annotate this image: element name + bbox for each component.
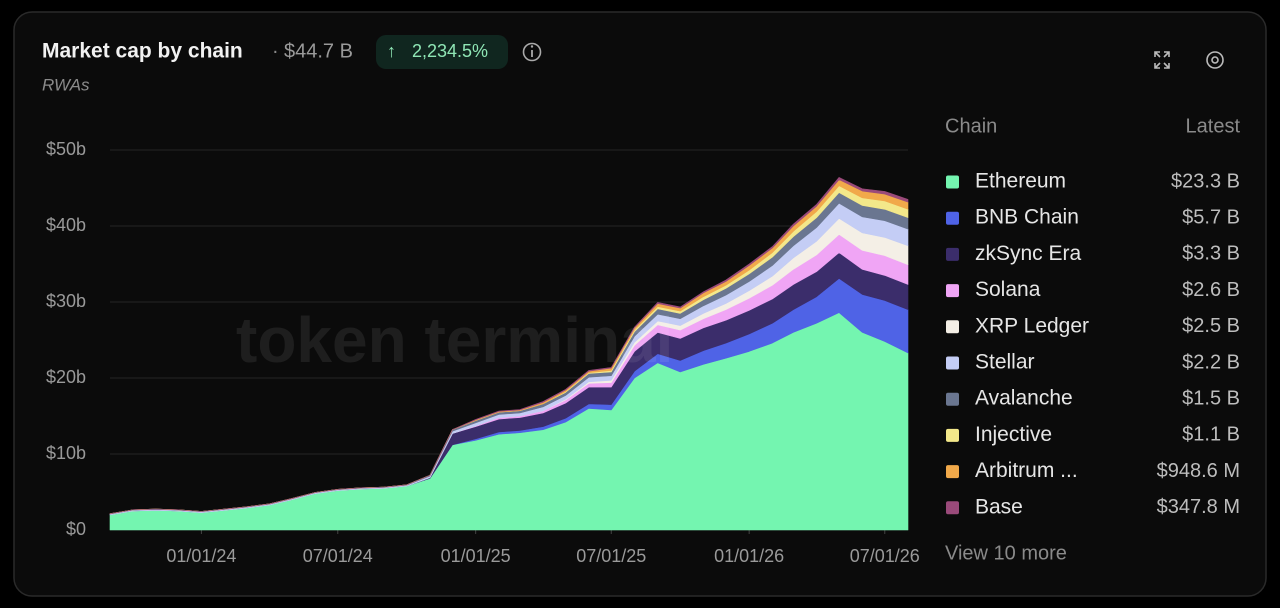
legend-value: $2.5 B bbox=[1182, 315, 1240, 337]
legend-swatch bbox=[946, 211, 959, 225]
expand-button[interactable] bbox=[1154, 51, 1170, 69]
separator-dot: · bbox=[272, 40, 279, 62]
legend-swatch bbox=[946, 501, 959, 515]
legend-header-latest: Latest bbox=[1186, 115, 1241, 137]
view-more-link[interactable]: View 10 more bbox=[945, 542, 1067, 564]
watermark: token terminal bbox=[236, 304, 673, 376]
area bbox=[109, 177, 909, 514]
legend-swatch bbox=[946, 392, 959, 406]
x-tick-label: 07/01/26 bbox=[850, 546, 920, 566]
info-icon[interactable] bbox=[522, 42, 542, 62]
card-background bbox=[13, 11, 1267, 597]
x-tick-label: 07/01/25 bbox=[576, 546, 646, 566]
y-tick-label: $20b bbox=[46, 367, 86, 387]
change-value: 2,234.5% bbox=[412, 41, 488, 61]
legend-value: $23.3 B bbox=[1171, 170, 1240, 192]
y-tick-label: $40b bbox=[46, 215, 86, 235]
legend-value: $2.6 B bbox=[1182, 279, 1240, 301]
x-tick-label: 07/01/24 bbox=[303, 546, 373, 566]
legend-label: zkSync Era bbox=[975, 242, 1082, 265]
y-tick-label: $0 bbox=[66, 519, 86, 539]
legend-swatch bbox=[946, 320, 959, 334]
x-tick-label: 01/01/24 bbox=[166, 546, 236, 566]
legend-swatch bbox=[946, 465, 959, 479]
legend-label: Arbitrum ... bbox=[975, 459, 1078, 482]
legend-swatch bbox=[946, 175, 959, 189]
y-tick-label: $30b bbox=[46, 291, 86, 311]
legend-label: Ethereum bbox=[975, 170, 1066, 193]
x-tick-label: 01/01/26 bbox=[714, 546, 784, 566]
legend-label: Solana bbox=[975, 278, 1041, 301]
legend-value: $1.5 B bbox=[1182, 387, 1240, 409]
legend-value: $3.3 B bbox=[1182, 243, 1240, 265]
plot-area: $0 $10b $20b $30b $40b $50b 01/01/24 07/01/24 01… bbox=[46, 139, 920, 566]
legend-value: $948.6 M bbox=[1157, 460, 1240, 482]
legend: Ethereum $23.3 B BNB Chain $5.7 B zkSync Era… bbox=[946, 170, 1240, 518]
legend-label: Base bbox=[975, 495, 1023, 518]
y-tick-label: $10b bbox=[46, 443, 86, 463]
x-tick-label: 01/01/25 bbox=[441, 546, 511, 566]
legend-header-chain: Chain bbox=[945, 115, 997, 137]
change-arrow: ↑ bbox=[387, 41, 396, 61]
legend-value: $5.7 B bbox=[1182, 206, 1240, 228]
chart-title: Market cap by chain bbox=[42, 40, 243, 63]
change-badge bbox=[376, 35, 508, 69]
settings-button[interactable] bbox=[1206, 51, 1224, 69]
total-value: $44.7 B bbox=[284, 40, 353, 62]
legend-label: Stellar bbox=[975, 351, 1035, 374]
legend-label: BNB Chain bbox=[975, 206, 1079, 229]
chart-subtitle: RWAs bbox=[42, 75, 90, 94]
legend-swatch bbox=[946, 356, 959, 370]
legend-swatch bbox=[946, 247, 959, 261]
legend-swatch bbox=[946, 428, 959, 442]
legend-label: Injective bbox=[975, 423, 1052, 446]
legend-value: $2.2 B bbox=[1182, 351, 1240, 373]
y-tick-label: $50b bbox=[46, 139, 86, 159]
legend-swatch bbox=[946, 284, 959, 298]
legend-label: XRP Ledger bbox=[975, 314, 1089, 337]
legend-value: $1.1 B bbox=[1182, 424, 1240, 446]
legend-value: $347.8 M bbox=[1157, 496, 1240, 518]
legend-label: Avalanche bbox=[975, 387, 1073, 410]
